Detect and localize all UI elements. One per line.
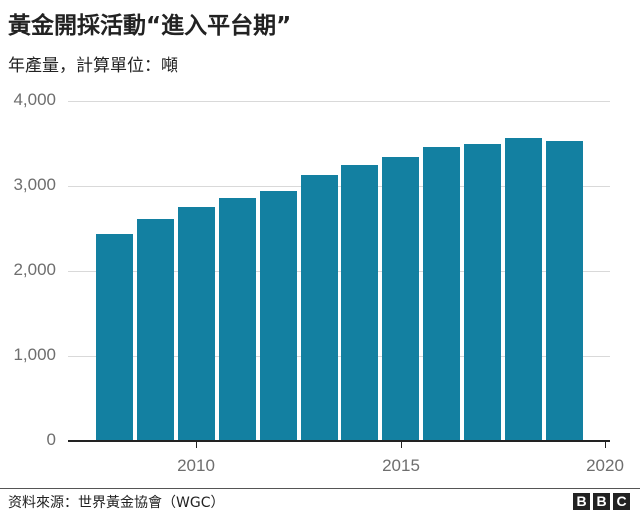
footer-divider xyxy=(0,488,640,489)
x-tick-label: 2015 xyxy=(382,456,420,475)
bar-2019 xyxy=(545,141,583,441)
bbc-logo: B B C xyxy=(573,493,630,510)
bar-2010 xyxy=(177,206,215,441)
gridline xyxy=(68,186,610,187)
bar-2008 xyxy=(96,234,133,441)
bar-2014 xyxy=(341,165,379,441)
y-tick-label: 0 xyxy=(46,430,56,449)
gridline xyxy=(68,271,610,272)
gridline xyxy=(68,101,610,102)
source-note: 资料來源：世界黃金協會（WGC） xyxy=(8,495,225,511)
x-tick-label: 2010 xyxy=(177,456,215,475)
bar-2012 xyxy=(259,191,297,441)
bbc-logo-letter: B xyxy=(593,493,610,510)
bar-2016 xyxy=(423,146,461,441)
bbc-logo-letter: B xyxy=(573,493,590,510)
bbc-logo-letter: C xyxy=(613,493,630,510)
bar-2013 xyxy=(300,175,338,441)
bar-2009 xyxy=(136,218,174,441)
chart-title: 黃金開採活動“進入平台期” xyxy=(8,13,292,39)
gridline xyxy=(68,356,610,357)
y-tick-label: 2,000 xyxy=(13,260,56,279)
x-tick-label: 2020 xyxy=(586,456,624,475)
x-axis-line xyxy=(68,440,610,442)
chart-subtitle: 年產量，計算單位：噸 xyxy=(8,56,178,76)
bar-2018 xyxy=(505,137,542,441)
x-tick-mark xyxy=(196,442,197,448)
y-tick-label: 3,000 xyxy=(13,175,56,194)
x-tick-mark xyxy=(401,442,402,448)
y-tick-label: 1,000 xyxy=(13,345,56,364)
bar-2015 xyxy=(382,157,420,441)
bar-2017 xyxy=(464,144,502,441)
x-tick-mark xyxy=(605,442,606,448)
bar-2011 xyxy=(218,197,256,441)
y-tick-label: 4,000 xyxy=(13,90,56,109)
